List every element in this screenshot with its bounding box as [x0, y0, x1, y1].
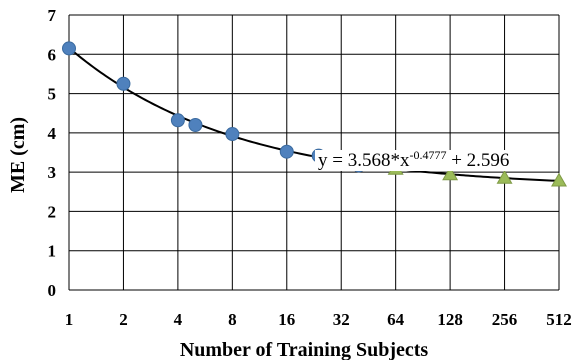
y-tick-label: 7: [48, 6, 57, 25]
x-tick-label: 128: [437, 310, 463, 329]
y-tick-label: 3: [48, 163, 57, 182]
fit-equation-suffix: + 2.596: [446, 150, 509, 171]
x-tick-label: 256: [492, 310, 518, 329]
y-tick-label: 2: [48, 202, 57, 221]
data-point-triangle: [496, 169, 513, 184]
data-point-circle: [62, 41, 76, 56]
data-point-circle: [279, 144, 294, 159]
data-point-circle: [188, 118, 203, 132]
fit-equation-prefix: y = 3.568*x: [318, 150, 410, 171]
y-tick-label: 1: [48, 242, 57, 261]
x-tick-label: 64: [387, 310, 405, 329]
y-tick-label: 6: [48, 45, 57, 64]
x-tick-label: 8: [228, 310, 237, 329]
x-tick-label: 32: [333, 310, 350, 329]
x-axis-title: Number of Training Subjects: [180, 339, 429, 360]
data-point-triangle: [442, 166, 459, 181]
fit-equation-background: [315, 150, 513, 171]
data-point-triangle: [551, 172, 567, 187]
data-point-circle: [225, 127, 240, 142]
fit-equation: y = 3.568*x-0.4777 + 2.596: [318, 148, 509, 171]
data-point-circle: [116, 76, 131, 91]
y-tick-label: 5: [48, 85, 57, 104]
y-axis-title: ME (cm): [7, 117, 29, 193]
x-tick-label: 2: [119, 310, 128, 329]
x-tick-label: 512: [546, 310, 572, 329]
y-tick-label: 0: [48, 281, 57, 300]
fit-equation-exponent: -0.4777: [409, 148, 446, 162]
x-tick-label: 1: [65, 310, 74, 329]
x-tick-label: 4: [174, 310, 183, 329]
y-tick-label: 4: [48, 124, 57, 143]
data-point-circle: [170, 113, 185, 128]
x-tick-label: 16: [278, 310, 295, 329]
